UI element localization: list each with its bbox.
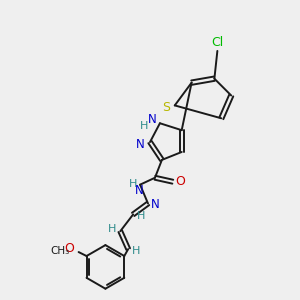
Text: H: H xyxy=(129,179,137,189)
Text: H: H xyxy=(108,224,116,234)
Text: CH₃: CH₃ xyxy=(50,246,69,256)
Text: N: N xyxy=(135,184,143,197)
Text: H: H xyxy=(132,246,140,256)
Text: S: S xyxy=(162,101,170,114)
Text: H: H xyxy=(137,212,145,221)
Text: O: O xyxy=(64,242,74,255)
Text: H: H xyxy=(140,121,148,131)
Text: N: N xyxy=(148,113,156,126)
Text: N: N xyxy=(151,198,159,211)
Text: Cl: Cl xyxy=(211,37,224,50)
Text: N: N xyxy=(136,138,145,151)
Text: O: O xyxy=(175,175,185,188)
